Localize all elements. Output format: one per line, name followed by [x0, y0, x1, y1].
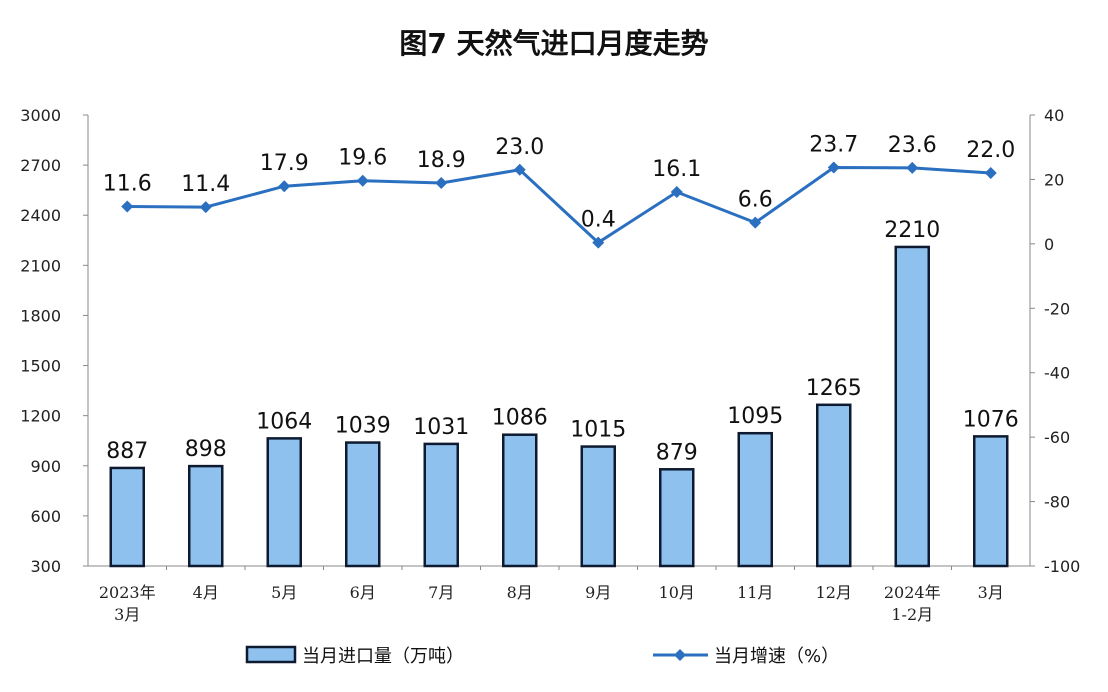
left-tick-label: 300: [30, 557, 61, 576]
legend-line-marker: [674, 649, 686, 661]
left-tick-label: 1800: [20, 306, 61, 325]
growth-point: [906, 161, 919, 174]
line-data-label: 11.4: [181, 172, 230, 197]
bar: [659, 468, 695, 568]
bar: [188, 464, 224, 568]
line-data-label: 6.6: [738, 188, 773, 213]
chart-title: 图7 天然气进口月度走势: [399, 27, 709, 60]
right-tick-label: -60: [1044, 428, 1070, 447]
bar-data-label: 1031: [413, 415, 469, 440]
left-tick-label: 2400: [20, 206, 61, 225]
bar: [973, 435, 1009, 568]
left-tick-label: 1500: [20, 357, 61, 376]
x-tick-label: 3月: [978, 583, 1004, 602]
line-data-label: 22.0: [966, 138, 1015, 163]
bar-data-label: 898: [185, 437, 227, 462]
growth-point: [984, 166, 997, 179]
x-tick-label: 4月: [193, 583, 219, 602]
x-tick-label: 2023年: [99, 583, 156, 602]
bar-data-label: 1039: [335, 414, 391, 439]
left-tick-label: 3000: [20, 106, 61, 125]
growth-line: [127, 166, 991, 245]
x-tick-label: 12月: [816, 583, 852, 602]
x-tick-label: 1-2月: [891, 605, 933, 624]
growth-point: [435, 176, 448, 189]
bar: [737, 431, 773, 568]
left-tick-label: 2700: [20, 156, 61, 175]
right-tick-label: 20: [1044, 170, 1064, 189]
bar-data-label: 879: [656, 440, 698, 465]
growth-point: [199, 201, 212, 214]
bar: [266, 437, 302, 568]
bar: [894, 245, 930, 568]
line-data-label: 19.6: [338, 146, 387, 171]
bar: [109, 466, 145, 568]
growth-point: [356, 174, 369, 187]
x-tick-label: 7月: [428, 583, 454, 602]
x-tick-label: 5月: [271, 583, 297, 602]
right-tick-label: -100: [1044, 557, 1080, 576]
line-data-label: 23.6: [888, 133, 937, 158]
bar: [345, 441, 381, 568]
legend-bar-swatch: [245, 645, 297, 664]
x-tick-label: 9月: [585, 583, 611, 602]
growth-point: [121, 200, 134, 213]
right-tick-label: -20: [1044, 299, 1070, 318]
right-tick-label: -80: [1044, 493, 1070, 512]
left-tick-label: 2100: [20, 256, 61, 275]
x-tick-label: 10月: [659, 583, 695, 602]
right-tick-label: 0: [1044, 235, 1054, 254]
growth-point: [592, 236, 605, 249]
line-data-label: 16.1: [652, 157, 701, 182]
left-tick-label: 1200: [20, 407, 61, 426]
line-data-label: 17.9: [260, 151, 309, 176]
x-tick-label: 3月: [114, 605, 140, 624]
line-data-label: 0.4: [581, 208, 616, 233]
bar: [423, 442, 459, 568]
line-data-label: 18.9: [417, 148, 466, 173]
bar: [502, 433, 538, 568]
growth-point: [278, 180, 291, 193]
x-tick-label: 6月: [350, 583, 376, 602]
bar-data-label: 2210: [884, 218, 940, 243]
bar-data-label: 1076: [963, 407, 1019, 432]
right-tick-label: 40: [1044, 106, 1064, 125]
legend-line-label: 当月增速（%）: [714, 646, 839, 667]
growth-point: [513, 163, 526, 176]
growth-point: [749, 216, 762, 229]
bar-data-label: 1095: [727, 404, 783, 429]
line-data-label: 23.0: [495, 135, 544, 160]
bar-data-label: 887: [106, 439, 148, 464]
bar-data-label: 1064: [256, 409, 312, 434]
bar-data-label: 1265: [806, 376, 862, 401]
line-data-label: 23.7: [809, 133, 858, 158]
bar-data-label: 1015: [570, 418, 626, 443]
growth-point: [827, 161, 840, 174]
x-tick-label: 2024年: [884, 583, 941, 602]
growth-point: [670, 185, 683, 198]
bar: [580, 445, 616, 568]
bar: [816, 403, 852, 568]
legend-bar-label: 当月进口量（万吨）: [302, 646, 464, 667]
x-tick-label: 11月: [737, 583, 773, 602]
bar-data-label: 1086: [492, 406, 548, 431]
left-tick-label: 900: [30, 457, 61, 476]
left-tick-label: 600: [30, 507, 61, 526]
right-tick-label: -40: [1044, 364, 1070, 383]
x-tick-label: 8月: [507, 583, 533, 602]
line-data-label: 11.6: [103, 171, 152, 196]
